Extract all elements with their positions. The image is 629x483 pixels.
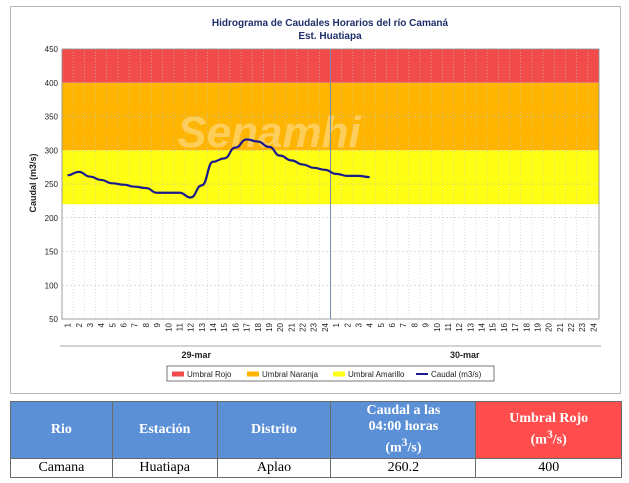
x-tick-label-46: 23 [578, 322, 587, 331]
legend: Umbral Rojo Umbral Naranja Umbral Amarillo… [166, 365, 495, 382]
series-line-0 [67, 138, 370, 199]
x-axis-ticks: 1 2 3 4 5 6 7 8 9 10 11 12 13 14 15 16 17 18 19 20 21 22 23 24 1… [60, 322, 601, 360]
legend-label-1: Umbral Naranja [262, 370, 319, 379]
x-tick-label-3: 4 [97, 322, 106, 327]
x-tick-label-36: 13 [466, 322, 475, 331]
x-tick-label-39: 16 [500, 322, 509, 331]
header-caudal: Caudal a las 04:00 horas (m3/s) [330, 401, 477, 459]
cell-umbral-rojo: 400 [475, 458, 622, 478]
x-tick-label-29: 6 [388, 322, 397, 327]
y-tick-label-2: 150 [45, 248, 59, 257]
x-tick-label-16: 17 [243, 322, 252, 331]
hydrograph-chart: Hidrograma de Caudales Horarios del río … [10, 6, 621, 394]
header-umbral-unit-exp: 3 [546, 428, 553, 442]
chart-canvas: Hidrograma de Caudales Horarios del río … [28, 18, 601, 382]
x-tick-label-13: 14 [209, 322, 218, 331]
legend-label-2: Umbral Amarillo [348, 370, 405, 379]
x-tick-label-20: 21 [287, 322, 296, 331]
header-caudal-line1: Caudal a las [366, 403, 441, 419]
header-umbral-rojo: Umbral Rojo (m3/s) [475, 401, 622, 459]
day-label-0: 29-mar [181, 350, 211, 360]
x-tick-label-21: 22 [299, 322, 308, 331]
x-tick-label-23: 24 [321, 322, 330, 331]
day-label-1: 30-mar [450, 350, 480, 360]
x-tick-label-28: 5 [377, 322, 386, 327]
x-tick-label-12: 13 [198, 322, 207, 331]
x-tick-label-5: 6 [120, 322, 129, 327]
x-tick-label-42: 19 [533, 322, 542, 331]
header-estacion: Estación [111, 401, 218, 459]
chart-subtitle: Est. Huatiapa [298, 31, 362, 42]
y-tick-label-3: 200 [45, 214, 59, 223]
series-layer [67, 138, 370, 199]
x-tick-label-45: 22 [567, 322, 576, 331]
y-tick-label-1: 100 [45, 281, 59, 290]
header-caudal-unit-b: /s) [407, 440, 422, 456]
y-axis-label: Caudal (m3/s) [28, 153, 38, 212]
x-tick-label-17: 18 [254, 322, 263, 331]
header-umbral-line1: Umbral Rojo [509, 411, 589, 427]
x-tick-label-25: 2 [343, 322, 352, 327]
x-tick-label-19: 20 [276, 322, 285, 331]
x-tick-label-24: 1 [332, 322, 341, 327]
table-row: Camana Huatiapa Aplao 260.2 400 [10, 458, 622, 478]
x-tick-label-6: 7 [131, 322, 140, 327]
x-tick-label-32: 9 [422, 322, 431, 327]
header-caudal-unit-a: (m [385, 440, 402, 456]
x-tick-label-10: 11 [175, 322, 184, 331]
header-distrito: Distrito [216, 401, 332, 459]
header-caudal-line2: 04:00 horas [368, 419, 439, 435]
watermark-text: Senamhi [177, 108, 361, 157]
table-header-row: Rio Estación Distrito Caudal a las 04:00… [10, 401, 622, 459]
y-tick-label-5: 300 [45, 146, 59, 155]
x-tick-label-26: 3 [354, 322, 363, 327]
x-tick-label-4: 5 [108, 322, 117, 327]
header-umbral-unit-a: (m [530, 432, 547, 448]
x-tick-label-18: 19 [265, 322, 274, 331]
x-tick-label-11: 12 [187, 322, 196, 331]
x-tick-label-43: 20 [545, 322, 554, 331]
x-tick-label-7: 8 [142, 322, 151, 327]
cell-rio: Camana [10, 458, 113, 478]
x-tick-label-33: 10 [433, 322, 442, 331]
x-tick-label-2: 3 [86, 322, 95, 327]
x-tick-label-31: 8 [410, 322, 419, 327]
y-tick-label-0: 50 [49, 315, 58, 324]
x-tick-label-27: 4 [366, 322, 375, 327]
x-tick-label-14: 15 [220, 322, 229, 331]
legend-box [166, 365, 495, 382]
x-tick-label-34: 11 [444, 322, 453, 331]
x-tick-label-35: 12 [455, 322, 464, 331]
x-tick-label-8: 9 [153, 322, 162, 327]
cell-distrito: Aplao [216, 458, 332, 478]
x-tick-label-40: 17 [511, 322, 520, 331]
x-tick-label-9: 10 [164, 322, 173, 331]
y-tick-label-6: 350 [45, 113, 59, 122]
legend-label-3: Caudal (m3/s) [431, 370, 482, 379]
x-tick-label-22: 23 [310, 322, 319, 331]
chart-title: Hidrograma de Caudales Horarios del río … [212, 18, 449, 29]
y-tick-label-8: 450 [45, 45, 59, 54]
header-caudal-unit-exp: 3 [401, 436, 408, 450]
x-tick-label-15: 16 [231, 322, 240, 331]
x-tick-label-0: 1 [64, 322, 73, 327]
header-rio: Rio [10, 401, 113, 459]
plot-frame [61, 48, 600, 320]
x-tick-label-38: 15 [489, 322, 498, 331]
station-table: Rio Estación Distrito Caudal a las 04:00… [10, 401, 622, 478]
header-umbral-unit-b: /s) [552, 432, 567, 448]
x-tick-label-44: 21 [556, 322, 565, 331]
x-tick-label-41: 18 [522, 322, 531, 331]
x-tick-label-37: 14 [478, 322, 487, 331]
x-tick-label-30: 7 [399, 322, 408, 327]
y-axis-ticks: 50 100 150 200 250 300 350 400 450 [45, 45, 59, 324]
grid-lines [61, 48, 600, 320]
legend-label-0: Umbral Rojo [187, 370, 232, 379]
y-tick-label-7: 400 [45, 79, 59, 88]
cell-caudal: 260.2 [330, 458, 477, 478]
y-tick-label-4: 250 [45, 180, 59, 189]
cell-estacion: Huatiapa [111, 458, 218, 478]
x-tick-label-47: 24 [589, 322, 598, 331]
x-tick-label-1: 2 [75, 322, 84, 327]
